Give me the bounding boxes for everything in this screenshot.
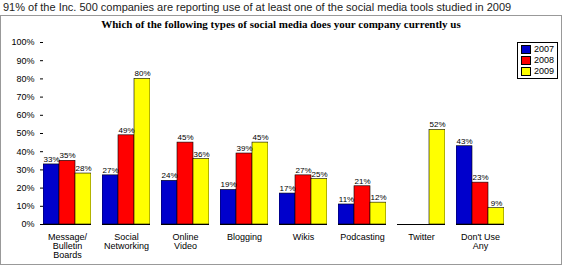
svg-text:80%: 80%	[16, 74, 34, 84]
svg-text:Twitter: Twitter	[408, 232, 435, 242]
svg-text:21%: 21%	[354, 177, 370, 186]
svg-text:45%: 45%	[252, 133, 268, 142]
svg-text:Podcasting: Podcasting	[340, 232, 385, 242]
svg-text:50%: 50%	[16, 128, 34, 138]
svg-text:Blogging: Blogging	[227, 232, 262, 242]
svg-text:100%: 100%	[11, 37, 34, 47]
html-text:2009: 2009	[534, 66, 554, 76]
svg-text:40%: 40%	[16, 147, 34, 157]
svg-text:45%: 45%	[177, 133, 193, 142]
svg-text:52%: 52%	[429, 120, 445, 129]
html-text:91% of the Inc. 500 companies: 91% of the Inc. 500 companies are report…	[3, 1, 512, 13]
html-text:2008: 2008	[534, 55, 554, 65]
svg-text:Message/BulletinBoards: Message/BulletinBoards	[48, 232, 88, 260]
svg-text:30%: 30%	[16, 165, 34, 175]
svg-text:Wikis: Wikis	[293, 232, 315, 242]
svg-text:43%: 43%	[456, 137, 472, 146]
svg-text:80%: 80%	[134, 69, 150, 78]
svg-text:19%: 19%	[220, 180, 236, 189]
svg-text:Don't UseAny: Don't UseAny	[461, 232, 500, 251]
svg-text:0%: 0%	[21, 219, 34, 229]
svg-text:12%: 12%	[370, 193, 386, 202]
svg-text:SocialNetworking: SocialNetworking	[104, 232, 149, 251]
svg-text:27%: 27%	[295, 166, 311, 175]
svg-text:25%: 25%	[311, 170, 327, 179]
svg-text:20%: 20%	[16, 183, 34, 193]
svg-text:36%: 36%	[193, 150, 209, 159]
svg-text:24%: 24%	[161, 171, 177, 180]
html-text:2007: 2007	[534, 44, 554, 54]
svg-text:17%: 17%	[279, 184, 295, 193]
svg-text:70%: 70%	[16, 92, 34, 102]
svg-text:49%: 49%	[118, 126, 134, 135]
svg-text:27%: 27%	[102, 166, 118, 175]
svg-text:35%: 35%	[59, 151, 75, 160]
svg-text:90%: 90%	[16, 56, 34, 66]
svg-text:28%: 28%	[75, 164, 91, 173]
svg-text:OnlineVideo: OnlineVideo	[172, 232, 198, 251]
svg-text:23%: 23%	[472, 173, 488, 182]
svg-text:60%: 60%	[16, 110, 34, 120]
svg-text:33%: 33%	[43, 155, 59, 164]
svg-text:9%: 9%	[491, 199, 503, 208]
svg-text:11%: 11%	[339, 195, 354, 204]
svg-text:39%: 39%	[236, 144, 252, 153]
html-text:Which of the following types o: Which of the following types of social m…	[101, 18, 461, 30]
svg-text:10%: 10%	[16, 201, 34, 211]
